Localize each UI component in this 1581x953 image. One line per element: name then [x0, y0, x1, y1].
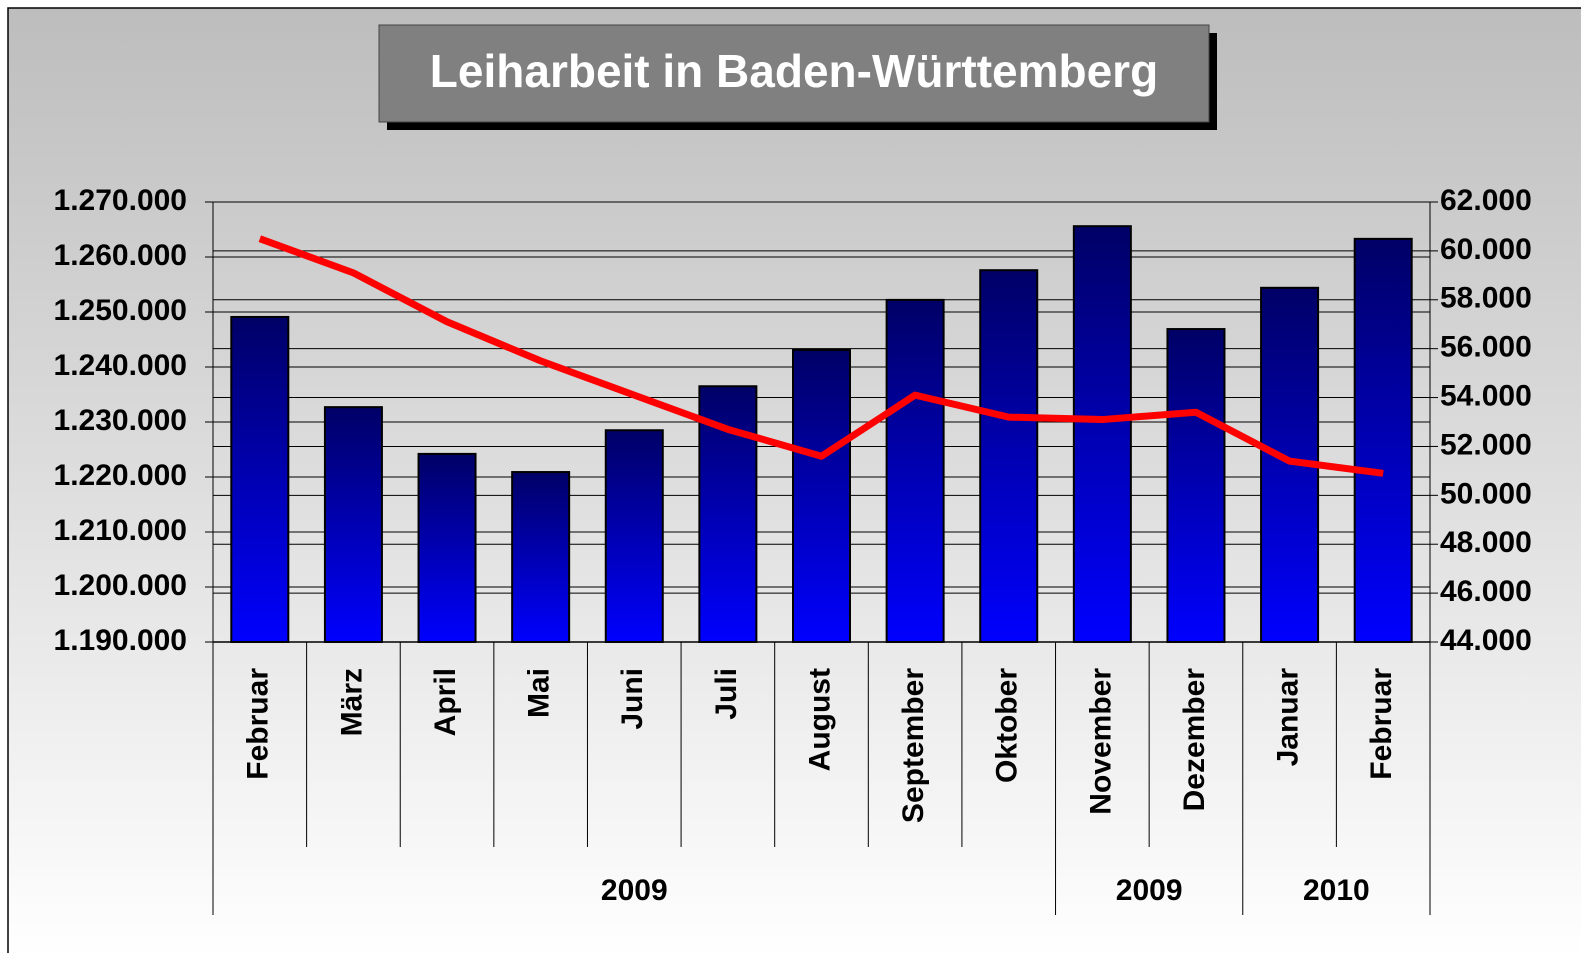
- y2-tick-label: 48.000: [1440, 526, 1532, 559]
- y2-tick-label: 54.000: [1440, 379, 1532, 412]
- y-tick-label: 1.250.000: [54, 294, 187, 327]
- bar: [979, 269, 1039, 643]
- bar: [1072, 225, 1132, 643]
- x-tick-label: August: [803, 668, 836, 771]
- x-tick-label: November: [1084, 668, 1117, 815]
- y-tick-label: 1.200.000: [54, 569, 187, 602]
- x-tick-label: Mai: [523, 668, 556, 718]
- bar: [1166, 328, 1226, 643]
- x-tick-label: Oktober: [991, 668, 1024, 783]
- y2-tick-label: 62.000: [1440, 184, 1532, 217]
- x-tick-label: Februar: [242, 668, 275, 780]
- y2-tick-label: 56.000: [1440, 331, 1532, 364]
- chart-title: Leiharbeit in Baden-Württemberg: [430, 45, 1158, 97]
- bar: [792, 348, 851, 643]
- y-tick-label: 1.220.000: [54, 459, 187, 492]
- x-tick-label: Juli: [710, 668, 743, 720]
- y2-tick-label: 52.000: [1440, 428, 1532, 461]
- bar: [323, 406, 383, 643]
- bar: [230, 315, 290, 643]
- bar: [511, 471, 571, 643]
- y-tick-label: 1.190.000: [54, 624, 187, 657]
- y2-tick-label: 50.000: [1440, 477, 1532, 510]
- group-label: 2009: [601, 874, 668, 907]
- y-tick-label: 1.260.000: [54, 239, 187, 272]
- group-label: 2010: [1303, 874, 1370, 907]
- x-tick-label: Februar: [1365, 668, 1398, 780]
- y2-tick-label: 58.000: [1440, 282, 1532, 315]
- x-tick-label: Dezember: [1178, 668, 1211, 812]
- y2-tick-label: 44.000: [1440, 624, 1532, 657]
- y-tick-label: 1.210.000: [54, 514, 187, 547]
- x-tick-label: April: [429, 668, 462, 736]
- bar: [417, 452, 477, 643]
- y2-tick-label: 60.000: [1440, 233, 1532, 266]
- bar: [1353, 237, 1413, 643]
- x-tick-label: Juni: [616, 668, 649, 730]
- y2-tick-label: 46.000: [1440, 575, 1532, 608]
- y-tick-label: 1.240.000: [54, 349, 187, 382]
- y-tick-label: 1.230.000: [54, 404, 187, 437]
- bar: [885, 298, 945, 643]
- x-tick-label: September: [897, 668, 930, 823]
- x-tick-label: Januar: [1271, 668, 1304, 767]
- title-box: [378, 24, 1210, 123]
- group-label: 2009: [1116, 874, 1183, 907]
- line: [258, 235, 1384, 477]
- x-tick-label: März: [335, 668, 368, 736]
- bar: [604, 429, 664, 643]
- y-tick-label: 1.270.000: [54, 184, 187, 217]
